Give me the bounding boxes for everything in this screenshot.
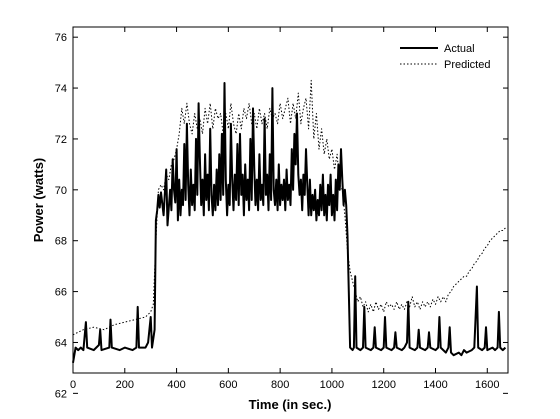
x-axis-label: Time (in sec.) — [249, 397, 332, 412]
y-axis: 62 64 66 68 70 72 74 76 — [55, 32, 508, 400]
x-tick-label: 0 — [70, 379, 76, 391]
x-tick-label: 400 — [167, 379, 185, 391]
x-axis: 0 200 400 600 800 1000 1200 1400 1600 — [70, 27, 500, 391]
x-tick-label: 600 — [219, 379, 237, 391]
x-tick-label: 1600 — [475, 379, 499, 391]
x-tick-label: 1400 — [423, 379, 447, 391]
y-tick-label: 64 — [55, 337, 67, 349]
x-tick-label: 800 — [271, 379, 289, 391]
x-tick-label: 1000 — [320, 379, 344, 391]
x-tick-label: 200 — [116, 379, 134, 391]
y-tick-label: 62 — [55, 388, 67, 400]
legend-label-predicted: Predicted — [444, 59, 490, 71]
legend: Actual Predicted — [400, 43, 490, 71]
y-tick-label: 70 — [55, 185, 67, 197]
y-tick-label: 76 — [55, 32, 67, 44]
y-axis-label: Power (watts) — [31, 158, 46, 243]
y-tick-label: 68 — [55, 236, 67, 248]
series-line-actual — [72, 82, 507, 363]
x-tick-label: 1200 — [371, 379, 395, 391]
y-tick-label: 74 — [55, 83, 67, 95]
y-tick-label: 72 — [55, 134, 67, 146]
series-line-predicted — [72, 79, 506, 336]
y-tick-label: 66 — [55, 287, 67, 299]
series-layer — [72, 79, 507, 363]
legend-label-actual: Actual — [444, 43, 475, 55]
